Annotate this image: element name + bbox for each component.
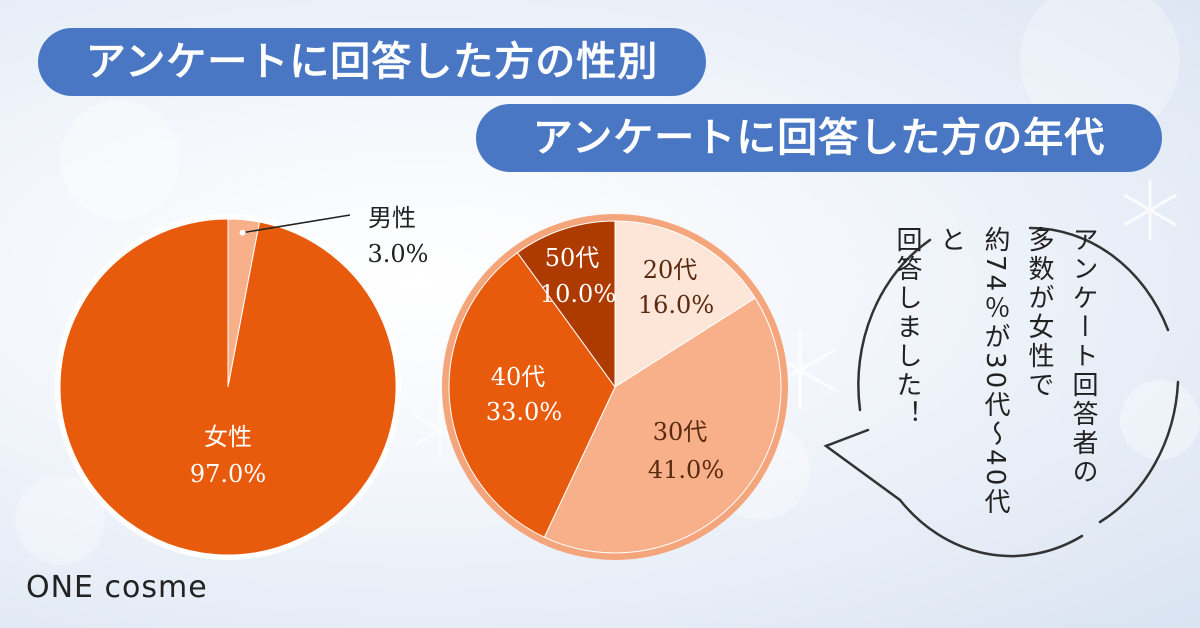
slice-label-male: 男性 (368, 204, 416, 232)
age-chart-title: アンケートに回答した方の年代 (476, 104, 1162, 172)
slice-label-20s: 20代 (643, 256, 698, 284)
male-leader-dot (239, 229, 246, 236)
slice-value-male: 3.0% (368, 240, 429, 268)
speech-bubble-text: アンケート回答者の 多数が女性で 約74％が30代～40代と 回答しました！ (892, 226, 1105, 546)
slice-label-50s: 50代 (545, 244, 600, 272)
pie-slice-30s (543, 297, 782, 554)
pie-slice-20s (614, 220, 756, 388)
slice-value-female: 97.0% (190, 460, 266, 488)
bubble-line: 多数が女性で (1024, 226, 1054, 400)
pie-slice-40s (448, 252, 616, 538)
slice-label-40s: 40代 (491, 363, 546, 391)
pie-slice-female (59, 218, 397, 556)
age-pie (448, 220, 782, 554)
gender-pie (59, 218, 397, 556)
bubble-line: アンケート回答者の (1068, 226, 1098, 487)
slice-label-female: 女性 (204, 423, 252, 451)
bubble-line: 約74％が30代～40代と (936, 226, 1010, 518)
slice-value-50s: 10.0% (540, 280, 616, 308)
pie-slice-50s (516, 220, 616, 389)
gender-chart-title: アンケートに回答した方の性別 (38, 28, 706, 96)
male-leader-line (242, 214, 351, 234)
snowflake-icon (1123, 180, 1177, 240)
slice-value-30s: 41.0% (648, 456, 724, 484)
slice-value-40s: 33.0% (486, 398, 562, 426)
slice-label-30s: 30代 (653, 418, 708, 446)
speech-bubble (823, 226, 1180, 558)
slice-value-20s: 16.0% (638, 291, 714, 319)
brand-logo: ONE cosme (26, 570, 208, 605)
bubble-line: 回答しました！ (892, 226, 922, 429)
